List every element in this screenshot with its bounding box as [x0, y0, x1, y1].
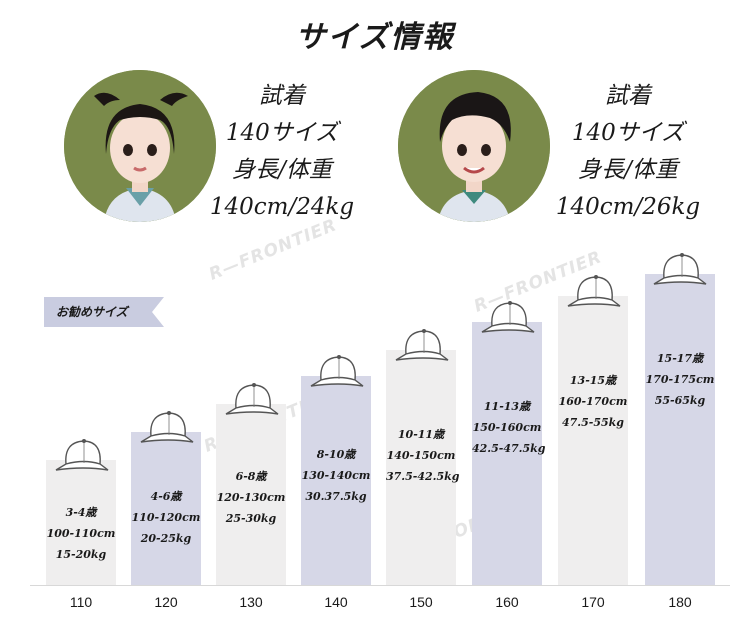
boy-model-info: 試着 140サイズ 身長/体重 140cm/26kg	[548, 78, 708, 226]
size-bar-120: 4-6歳 110-120cm 20-25kg	[131, 432, 201, 585]
size-label: 130	[239, 594, 263, 610]
size-bar-130: 6-8歳 120-130cm 25-30kg	[216, 404, 286, 585]
girl-portrait-icon	[64, 70, 216, 222]
baseball-cap-icon	[309, 352, 365, 390]
size-label: 160	[495, 594, 519, 610]
size-label: 120	[154, 594, 178, 610]
baseball-cap-icon	[566, 272, 622, 310]
size-age: 13-15歳	[569, 374, 617, 387]
size-weight: 25-30kg	[225, 512, 277, 525]
recommended-size-label: お勧めサイズ	[56, 305, 128, 319]
size-label: 110	[69, 594, 93, 610]
page-title: サイズ情報	[295, 20, 455, 55]
size-height: 100-110cm	[46, 527, 116, 540]
baseball-cap-icon	[652, 250, 708, 288]
model-measure-label: 身長/体重	[578, 157, 678, 183]
size-weight: 30.37.5kg	[305, 490, 367, 503]
recommended-size-tag: お勧めサイズ	[44, 297, 164, 327]
size-weight: 37.5-42.5kg	[386, 470, 460, 483]
baseball-cap-icon	[139, 408, 195, 446]
size-weight: 15-20kg	[55, 548, 107, 561]
size-height: 140-150cm	[386, 449, 456, 462]
girl-model-photo	[64, 70, 216, 222]
baseline	[30, 585, 730, 586]
size-age: 3-4歳	[65, 506, 97, 519]
size-age: 10-11歳	[397, 428, 445, 441]
size-height: 150-160cm	[472, 421, 542, 434]
model-measure-label: 身長/体重	[232, 157, 332, 183]
baseball-cap-icon	[54, 436, 110, 474]
size-age: 8-10歳	[316, 448, 356, 461]
model-measure-value: 140cm/24kg	[209, 194, 355, 220]
size-weight: 47.5-55kg	[562, 416, 624, 429]
size-label: 140	[324, 594, 348, 610]
size-bar-110: 3-4歳 100-110cm 15-20kg	[46, 460, 116, 585]
size-label: 150	[409, 594, 433, 610]
size-weight: 55-65kg	[654, 394, 706, 407]
girl-model-info: 試着 140サイズ 身長/体重 140cm/24kg	[202, 78, 362, 226]
baseball-cap-icon	[224, 380, 280, 418]
model-label: 試着	[605, 83, 651, 109]
size-bar-140: 8-10歳 130-140cm 30.37.5kg	[301, 376, 371, 585]
size-height: 170-175cm	[645, 373, 715, 386]
boy-portrait-icon	[398, 70, 550, 222]
baseball-cap-icon	[394, 326, 450, 364]
size-age: 15-17歳	[656, 352, 704, 365]
size-bar-180: 15-17歳 170-175cm 55-65kg	[645, 274, 715, 585]
size-height: 130-140cm	[301, 469, 371, 482]
size-age: 6-8歳	[235, 470, 267, 483]
size-bar-170: 13-15歳 160-170cm 47.5-55kg	[558, 296, 628, 585]
size-weight: 42.5-47.5kg	[472, 442, 546, 455]
model-measure-value: 140cm/26kg	[555, 194, 701, 220]
size-height: 110-120cm	[131, 511, 201, 524]
size-height: 160-170cm	[558, 395, 628, 408]
size-bar-160: 11-13歳 150-160cm 42.5-47.5kg	[472, 322, 546, 585]
size-label: 180	[668, 594, 692, 610]
size-age: 11-13歳	[483, 400, 531, 413]
size-label: 170	[581, 594, 605, 610]
baseball-cap-icon	[480, 298, 536, 336]
model-size: 140サイズ	[225, 120, 339, 146]
boy-model-photo	[398, 70, 550, 222]
model-label: 試着	[259, 83, 305, 109]
size-age: 4-6歳	[150, 490, 182, 503]
size-height: 120-130cm	[216, 491, 286, 504]
model-size: 140サイズ	[571, 120, 685, 146]
size-weight: 20-25kg	[140, 532, 192, 545]
size-bar-150: 10-11歳 140-150cm 37.5-42.5kg	[386, 350, 460, 585]
